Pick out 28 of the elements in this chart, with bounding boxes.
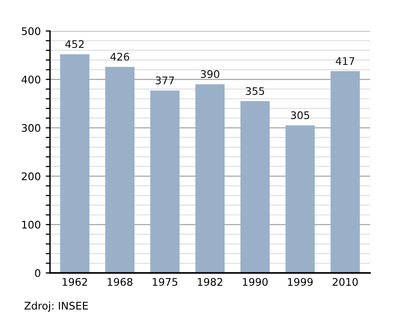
data-label: 355 bbox=[246, 87, 264, 95]
y-tick-label: 300 bbox=[22, 124, 40, 132]
y-tick-label: 0 bbox=[35, 269, 40, 278]
data-label: 390 bbox=[200, 70, 220, 78]
y-tick-label: 500 bbox=[22, 27, 40, 36]
x-tick-label: 1962 bbox=[62, 278, 87, 286]
x-tick-label: 1982 bbox=[198, 278, 222, 286]
text: Zdroj: INSEE bbox=[24, 302, 88, 312]
x-tick-label: 1999 bbox=[288, 278, 313, 286]
bar bbox=[285, 125, 315, 273]
y-tick-label: 100 bbox=[22, 220, 40, 229]
x-tick-label: 1968 bbox=[108, 278, 132, 286]
y-tick-label: 200 bbox=[22, 172, 40, 180]
data-label: 377 bbox=[156, 76, 174, 84]
data-label: 452 bbox=[65, 40, 84, 48]
data-label: 305 bbox=[290, 111, 310, 120]
data-label: 426 bbox=[110, 52, 130, 61]
bar bbox=[150, 90, 180, 273]
x-tick-label: 1990 bbox=[242, 278, 268, 286]
bar bbox=[195, 84, 225, 273]
data-label: 417 bbox=[336, 57, 354, 65]
y-tick-label: 400 bbox=[22, 76, 40, 84]
bar bbox=[105, 66, 135, 273]
bar bbox=[240, 101, 270, 273]
bar bbox=[60, 54, 90, 273]
x-tick-label: 1975 bbox=[152, 278, 178, 286]
x-tick-label: 2010 bbox=[332, 278, 358, 286]
bar bbox=[330, 71, 360, 273]
